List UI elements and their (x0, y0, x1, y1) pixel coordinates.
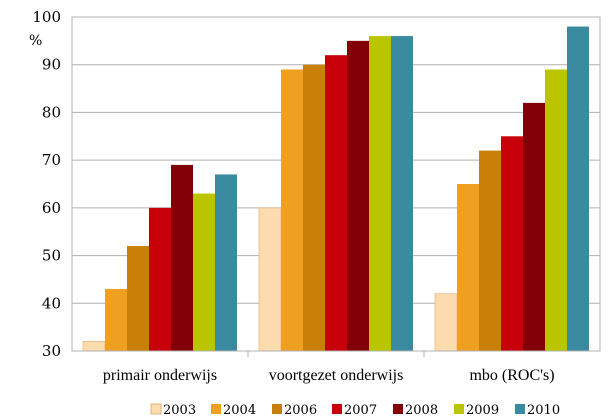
y-unit-label: % (29, 33, 42, 49)
bar-2004-0 (105, 288, 127, 351)
legend-label: 2008 (405, 403, 438, 418)
legend-item-2003: 2003 (150, 403, 196, 418)
bar-2010-2 (567, 26, 589, 352)
bar-2010-0 (215, 174, 237, 351)
y-tick-label: 30 (42, 342, 61, 360)
legend-swatch (272, 404, 282, 414)
legend-label: 2010 (527, 403, 560, 418)
y-tick-label: 80 (42, 103, 61, 121)
y-tick-label: 100 (32, 8, 61, 26)
legend-item-2008: 2008 (393, 403, 438, 418)
y-axis-ticks: 30 40 50 60 70 80 90 100 (32, 8, 61, 360)
legend-swatch (515, 404, 525, 414)
legend-swatch (332, 404, 342, 414)
legend-item-2004: 2004 (211, 403, 256, 418)
x-axis-categories: primair onderwijs voortgezet onderwijs mbo… (103, 367, 555, 384)
bar-2006-1 (303, 64, 325, 351)
x-category-label: voortgezet onderwijs (269, 367, 404, 384)
bar-2008-0 (171, 164, 193, 351)
bar-2010-1 (391, 36, 413, 351)
bar-2003-2 (434, 293, 458, 352)
y-tick-label: 40 (42, 294, 61, 312)
bar-2007-0 (149, 207, 171, 351)
y-tick-label: 90 (42, 56, 61, 74)
bar-2008-1 (347, 40, 369, 351)
bars (82, 26, 589, 352)
bar-2003-1 (258, 207, 282, 352)
y-tick-label: 50 (42, 247, 61, 265)
legend-label: 2006 (284, 403, 317, 418)
bar-2003-0 (82, 341, 106, 352)
bar-2009-0 (193, 193, 215, 351)
plot-frame (71, 16, 601, 352)
bar-2006-0 (127, 246, 149, 351)
x-category-label: mbo (ROC's) (469, 367, 554, 384)
legend-item-2010: 2010 (515, 403, 560, 418)
legend-swatch (211, 404, 221, 414)
legend-item-2007: 2007 (332, 403, 377, 418)
x-category-label: primair onderwijs (103, 367, 217, 384)
bar-2007-1 (325, 55, 347, 352)
bar-2004-2 (457, 184, 479, 351)
legend-label: 2003 (163, 403, 196, 418)
y-tick-label: 70 (42, 151, 61, 169)
legend-label: 2009 (466, 403, 499, 418)
bar-2006-2 (479, 150, 501, 351)
bar-2009-2 (545, 69, 567, 351)
legend: 2003 2004 2006 2007 2008 2009 2010 (150, 403, 560, 418)
bar-2008-2 (523, 102, 545, 351)
bar-2007-2 (501, 136, 523, 351)
legend-label: 2004 (223, 403, 256, 418)
bar-2004-1 (281, 69, 303, 351)
legend-item-2009: 2009 (454, 403, 499, 418)
legend-item-2006: 2006 (272, 403, 317, 418)
legend-swatch (150, 403, 162, 415)
legend-swatch (454, 404, 464, 414)
bar-2009-1 (369, 36, 391, 351)
legend-label: 2007 (344, 403, 377, 418)
y-tick-label: 60 (42, 199, 61, 217)
legend-swatch (393, 404, 403, 414)
